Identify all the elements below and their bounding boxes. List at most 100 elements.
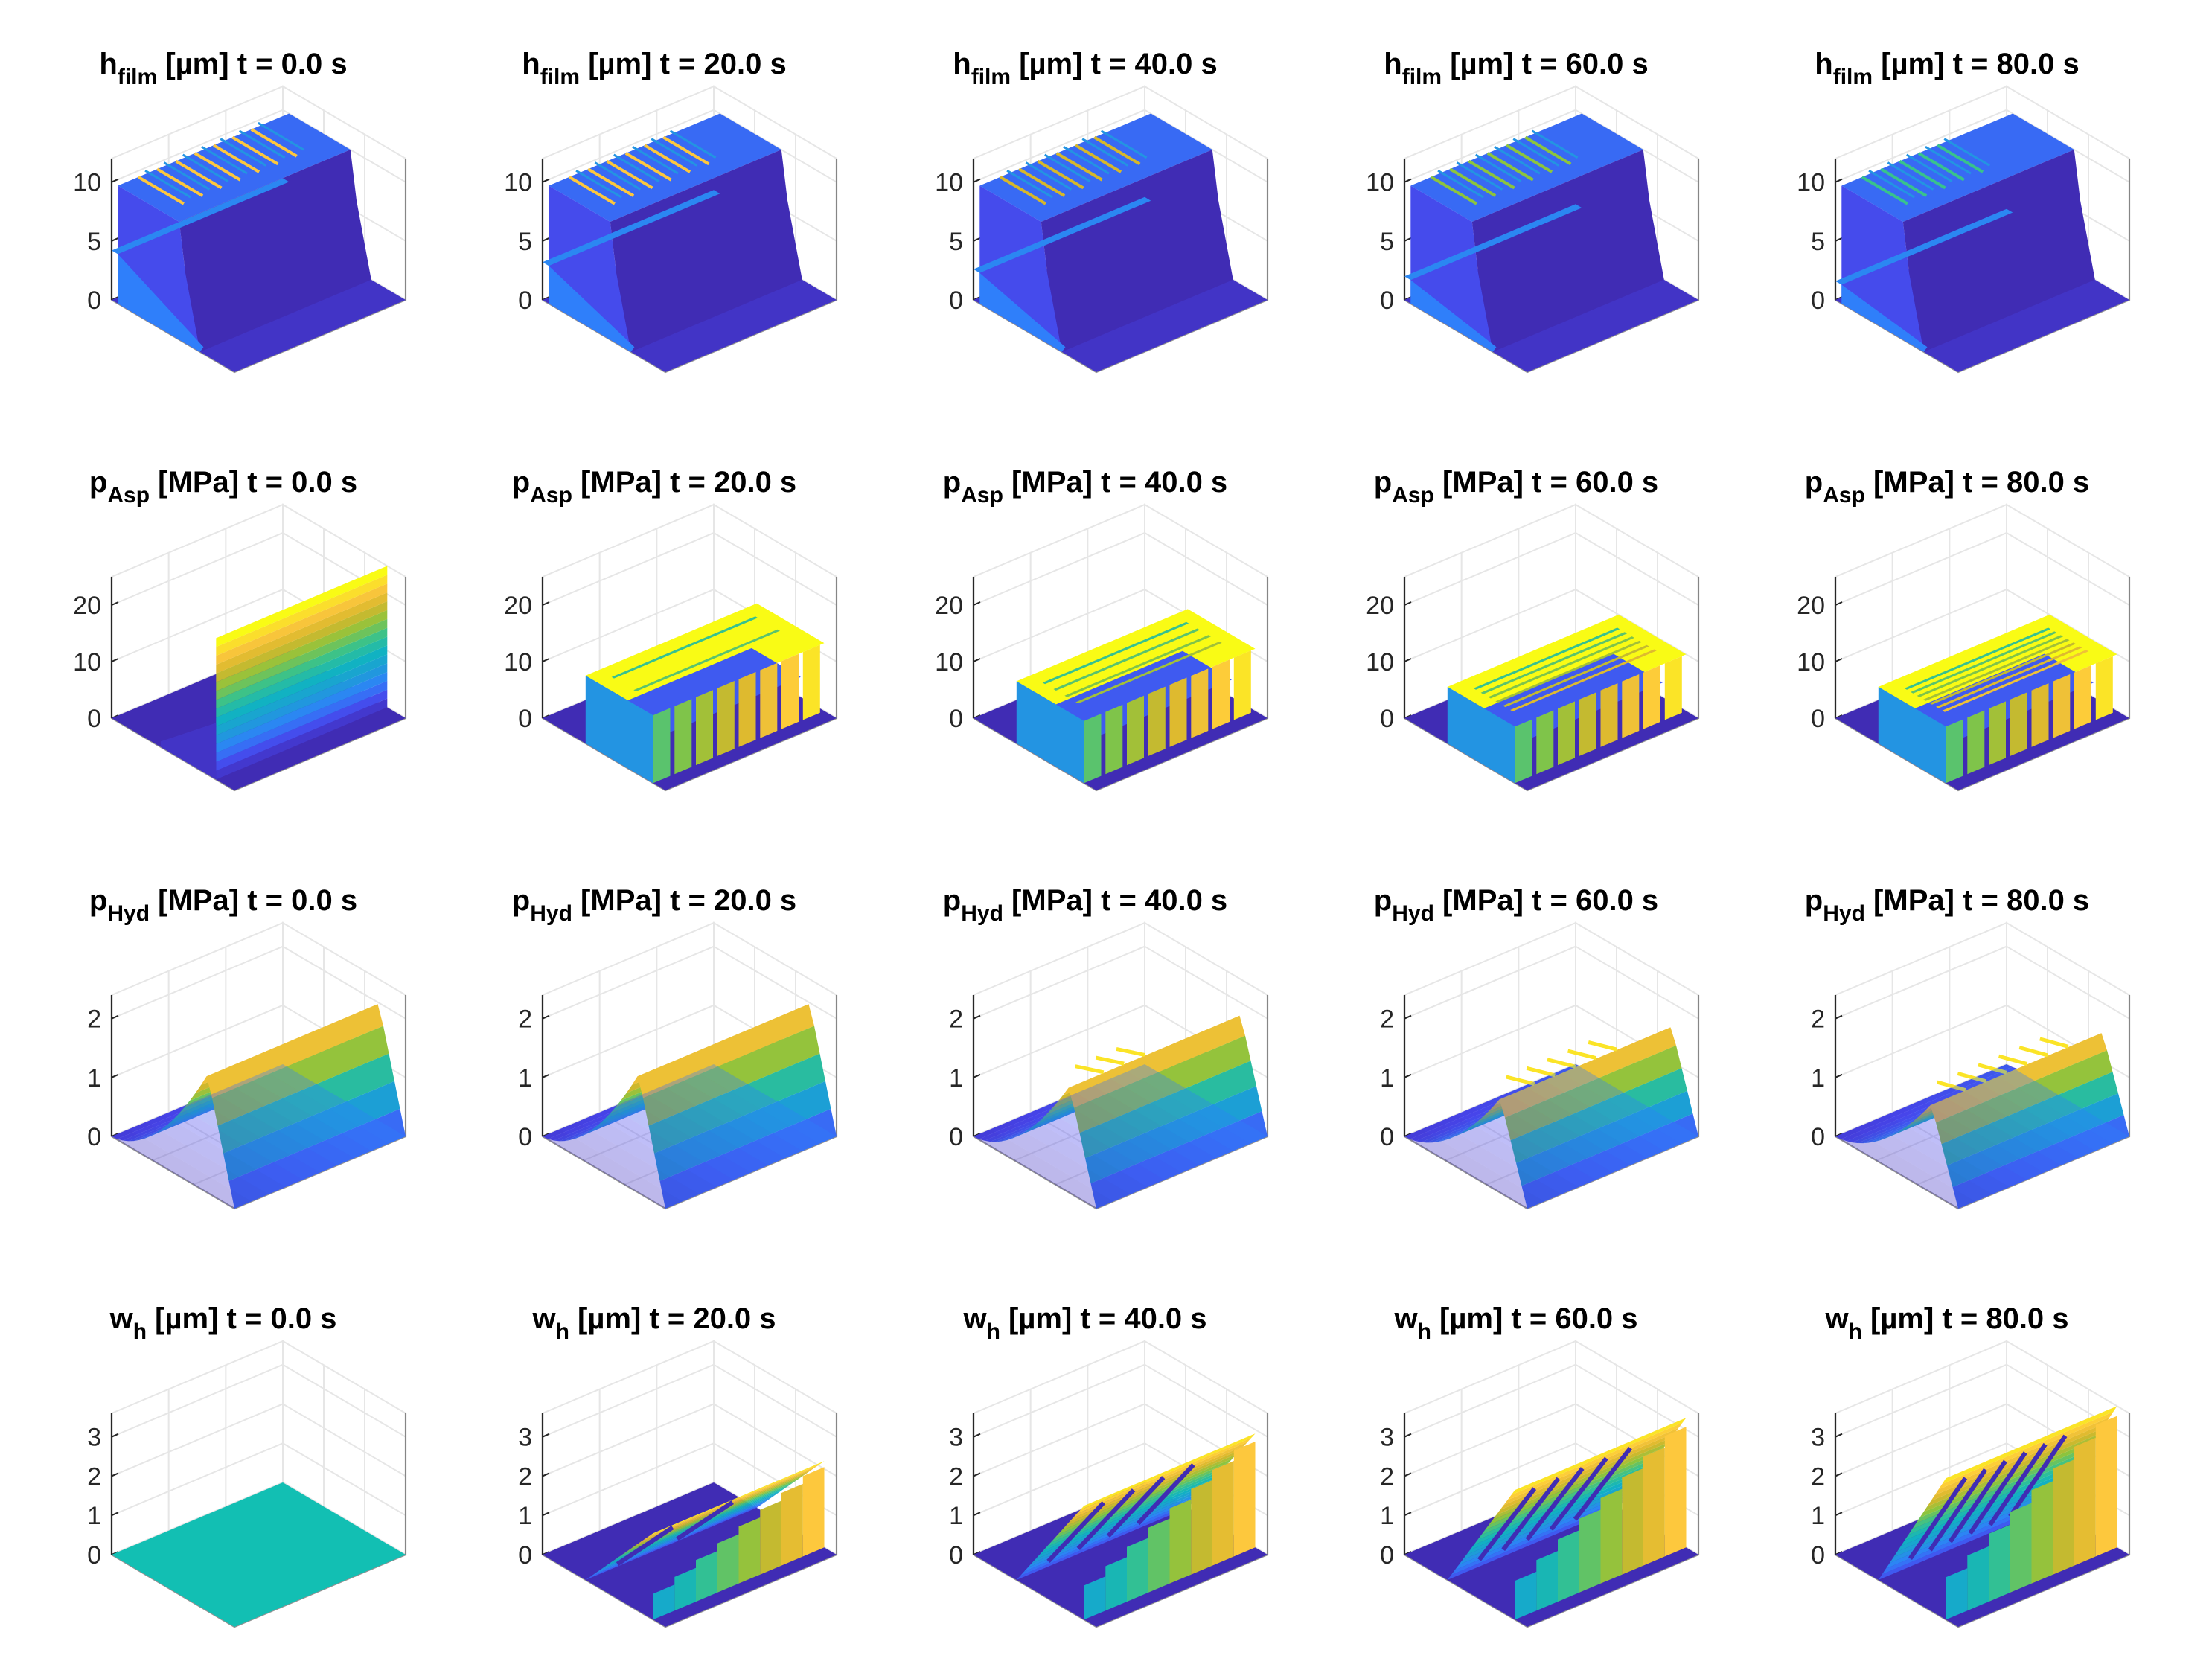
groove-line <box>1430 176 1477 205</box>
pressure-ramp <box>216 592 388 674</box>
z-tick-label: 1 <box>949 1064 963 1093</box>
z-tick-label: 2 <box>1811 1462 1825 1491</box>
title-unit: [MPa] <box>581 466 662 499</box>
groove-line <box>1468 159 1515 190</box>
pressure-band <box>659 1108 837 1209</box>
contact-front <box>1016 681 1084 784</box>
pressure-floor <box>1524 1078 1664 1159</box>
z-tick-label: 0 <box>518 1541 532 1570</box>
wear-skirt <box>1105 1557 1127 1611</box>
z-tick-label: 2 <box>1380 1005 1394 1034</box>
pressure-band <box>1952 1115 2129 1209</box>
wear-skirt <box>2031 1481 2053 1584</box>
pressure-band <box>217 1053 394 1154</box>
wear-ramp <box>1489 1448 1664 1526</box>
pressure-floor <box>163 1107 303 1187</box>
wear-ramp <box>1447 1503 1623 1580</box>
z-tick-label: 3 <box>1811 1424 1825 1452</box>
groove-line <box>1449 167 1497 197</box>
edge-ledge <box>112 178 290 255</box>
pressure-floor <box>1059 1093 1199 1173</box>
z-tick-label: 1 <box>1811 1064 1825 1093</box>
panel-title: wh [µm] t = 60.0 s <box>1300 1301 1732 1344</box>
z-tick-label: 2 <box>518 1462 532 1491</box>
surface-marks <box>112 1004 406 1209</box>
contact-bar <box>633 629 780 692</box>
groove-line <box>1486 152 1534 182</box>
z-tick-mark <box>1404 237 1412 242</box>
ridge-line <box>594 161 642 191</box>
z-gridline <box>542 1403 837 1477</box>
z-tick-mark <box>973 178 981 183</box>
z-tick-label: 0 <box>1811 1123 1825 1151</box>
pressure-ramp <box>216 575 388 656</box>
ridge-line <box>258 121 304 151</box>
wear-ramp <box>1511 1418 1687 1495</box>
plateau-top <box>549 113 781 222</box>
z-gridline <box>111 945 406 1020</box>
wear-skirt <box>1946 1568 1968 1620</box>
ridge-line <box>1905 153 1953 183</box>
z-tick-mark <box>111 658 119 662</box>
z-tick-mark <box>973 1512 981 1517</box>
title-subscript: Hyd <box>530 901 572 926</box>
edge-ledge <box>1835 208 2013 285</box>
surface-plot: 0 1 2 3 <box>518 1340 838 1628</box>
pressure-floor <box>560 1122 700 1202</box>
panel-title: pAsp [MPa] t = 0.0 s <box>7 464 439 508</box>
z-tick-mark <box>973 714 981 719</box>
z-tick-mark <box>111 714 119 719</box>
title-unit: [µm] <box>155 1302 219 1335</box>
wear-skirt <box>717 1534 739 1593</box>
z-gridline <box>111 109 406 183</box>
surface-plot: 0 1 2 <box>87 921 407 1210</box>
surface-plot: 0 5 10 <box>1797 85 2131 374</box>
z-tick-label: 10 <box>1797 169 1825 197</box>
wear-ramp <box>1474 1468 1649 1545</box>
z-tick-mark <box>973 1133 981 1137</box>
z-tick-label: 0 <box>1380 287 1394 315</box>
title-unit: [µm] <box>165 48 229 80</box>
title-time: t = 80.0 s <box>1963 884 2090 917</box>
surface-plot: 0 10 20 <box>73 503 407 792</box>
title-unit: [MPa] <box>1011 884 1093 917</box>
title-time: t = 20.0 s <box>670 884 797 917</box>
wear-ramp <box>585 1505 761 1580</box>
z-gridline <box>111 1403 406 1477</box>
z-tick-mark <box>1404 1133 1412 1137</box>
wear-skirt <box>738 1517 761 1584</box>
z-tick-label: 5 <box>1811 228 1825 256</box>
title-variable: p <box>1804 466 1823 499</box>
pressure-floor <box>1008 1114 1148 1194</box>
z-tick-label: 1 <box>1811 1502 1825 1530</box>
z-tick-mark <box>542 237 550 242</box>
contact-skirt <box>1989 701 2006 766</box>
panel-title: pHyd [MPa] t = 60.0 s <box>1300 883 1732 926</box>
pressure-ramp <box>216 680 388 762</box>
wear-ramp <box>1451 1497 1626 1576</box>
panel-title: wh [µm] t = 40.0 s <box>869 1301 1301 1344</box>
panel-title: wh [µm] t = 80.0 s <box>1731 1301 2163 1344</box>
z-tick-label: 5 <box>949 228 963 256</box>
pressure-band <box>223 1081 400 1181</box>
pressure-ridge <box>1547 1058 1576 1069</box>
z-tick-mark <box>973 237 981 242</box>
pressure-floor <box>112 1129 252 1209</box>
surface-marks <box>1835 1406 2129 1627</box>
pressure-ridge <box>1998 1054 2028 1066</box>
z-tick-mark <box>542 1512 550 1517</box>
z-tick-mark <box>1404 658 1412 662</box>
pressure-ramp <box>216 645 388 727</box>
pressure-ridge <box>1567 1049 1597 1061</box>
ridge-line <box>201 145 248 175</box>
z-tick-mark <box>1835 1551 1843 1555</box>
contact-bar <box>1510 649 1657 711</box>
title-time: t = 0.0 s <box>247 466 358 499</box>
z-tick-label: 10 <box>1797 648 1825 676</box>
pressure-floor <box>974 1129 1113 1209</box>
title-variable: p <box>1373 466 1393 499</box>
wear-skirt <box>1600 1488 1623 1584</box>
pressure-floor <box>1110 1071 1250 1151</box>
pressure-floor <box>1989 1064 2129 1144</box>
z-tick-label: 10 <box>935 648 963 676</box>
